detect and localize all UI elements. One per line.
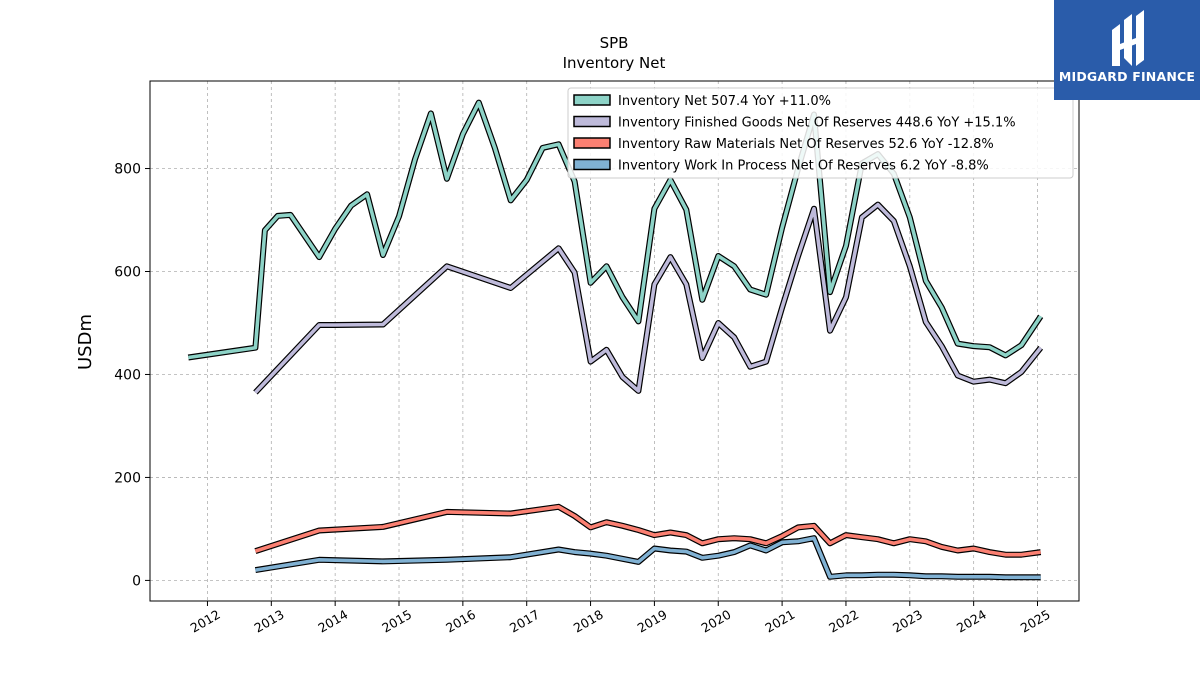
legend-swatch [573, 137, 611, 149]
chart-title: SPB [600, 34, 629, 52]
legend[interactable]: Inventory Net 507.4 YoY +11.0% Inventory … [567, 87, 1074, 179]
x-tick-label: 2021 [762, 607, 797, 636]
series-outline [254, 503, 1042, 558]
series-stroke [254, 504, 1041, 557]
legend-swatch [573, 115, 611, 128]
y-tick-label: 800 [114, 162, 141, 178]
legend-box [567, 87, 1074, 179]
x-tick-label: 2018 [571, 607, 606, 636]
series-outline [254, 535, 1041, 581]
x-tick-label: 2017 [507, 607, 542, 636]
x-tick-label: 2023 [890, 607, 925, 636]
x-tick-label: 2025 [1018, 607, 1053, 636]
x-tick-label: 2012 [188, 607, 223, 636]
series-stroke [255, 536, 1041, 580]
series-1-line [187, 99, 1044, 361]
legend-label: Inventory Net 507.4 YoY +11.0% [618, 94, 831, 109]
legend-swatch [573, 94, 611, 106]
x-tick-label: 2013 [252, 607, 287, 636]
series-stroke [188, 100, 1043, 360]
x-tick-label: 2024 [954, 607, 989, 636]
chart-subtitle: Inventory Net [563, 54, 666, 72]
legend-label: Inventory Raw Materials Net Of Reserves … [618, 137, 994, 152]
brand-logo: MIDGARD FINANCE [1054, 0, 1200, 100]
series-4-line [254, 535, 1041, 581]
y-tick-label: 600 [114, 264, 141, 280]
y-tick-label: 200 [114, 470, 141, 486]
x-tick-label: 2019 [635, 607, 670, 636]
y-tick-label: 0 [132, 573, 141, 589]
y-tick-label: 400 [114, 367, 141, 383]
series-stroke [254, 202, 1043, 394]
legend-swatch [573, 158, 611, 171]
plot-area-frame [149, 80, 1080, 602]
y-axis-label: USDm [75, 314, 96, 370]
x-tick-label: 2015 [379, 607, 414, 636]
x-tick-label: 2014 [315, 607, 350, 636]
logo-mark-icon [1112, 10, 1144, 66]
logo-text: MIDGARD FINANCE [1058, 69, 1196, 84]
series-3-line [254, 503, 1042, 558]
x-tick-label: 2020 [698, 607, 733, 636]
x-tick-label: 2016 [443, 607, 478, 636]
x-tick-label: 2022 [826, 607, 861, 636]
legend-label: Inventory Work In Process Net Of Reserve… [618, 159, 989, 174]
legend-label: Inventory Finished Goods Net Of Reserves… [618, 116, 1016, 131]
series-layer [187, 99, 1044, 581]
series-2-line [253, 201, 1044, 395]
